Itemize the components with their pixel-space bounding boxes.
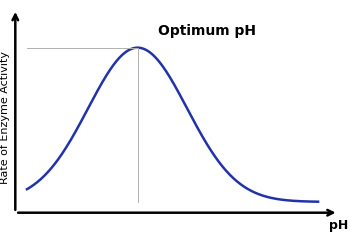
Text: pH: pH — [329, 219, 348, 232]
Text: Optimum pH: Optimum pH — [158, 24, 256, 38]
Text: Rate of Enzyme Activity: Rate of Enzyme Activity — [0, 51, 10, 184]
